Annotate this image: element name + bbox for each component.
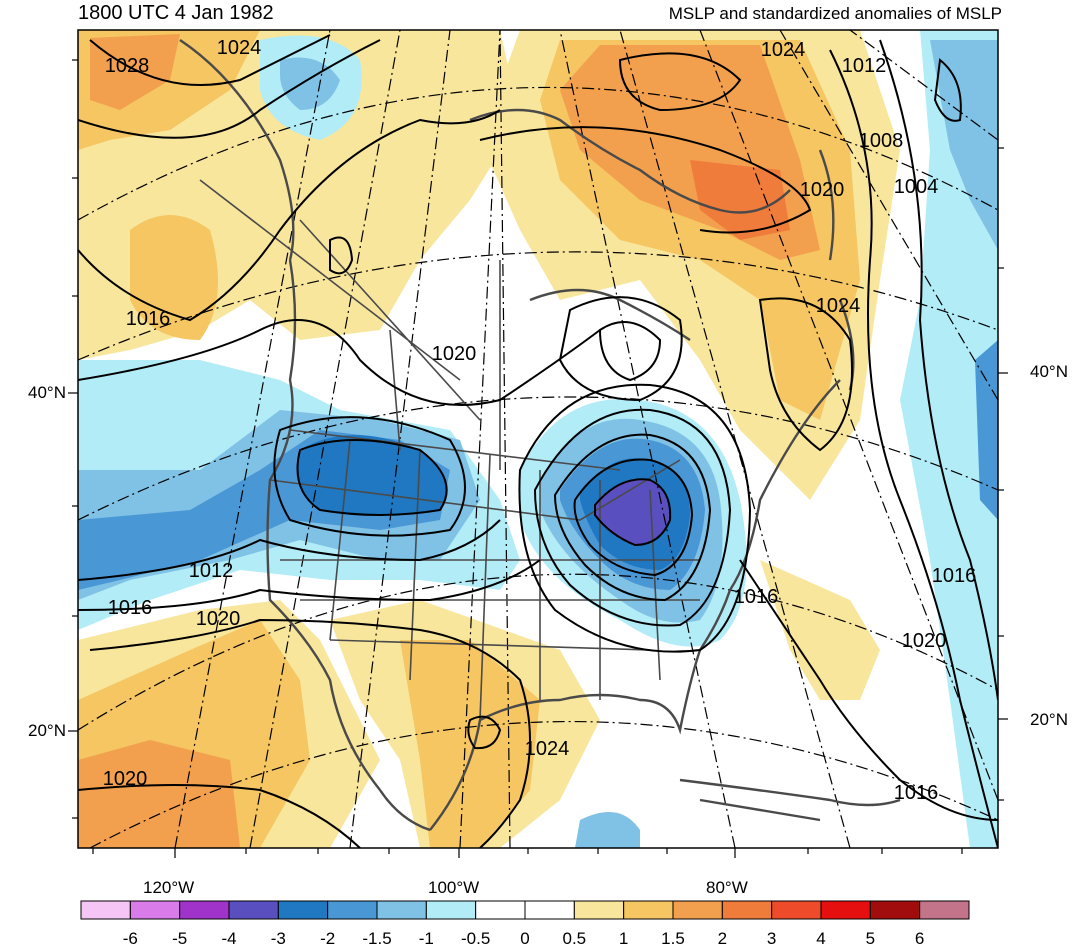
- colorbar-tick-label: 5: [865, 929, 876, 948]
- colorbar-tick-label: 3: [766, 929, 777, 948]
- colorbar-swatch: [327, 900, 378, 920]
- isobar-label: 1008: [859, 130, 904, 152]
- lat-label-20n-right: 20°N: [1030, 710, 1068, 729]
- isobar-label: 1020: [196, 608, 241, 630]
- map-title: 1800 UTC 4 Jan 1982: [78, 2, 274, 24]
- isobar-label: 1004: [894, 176, 939, 198]
- colorbar-swatch: [425, 900, 477, 920]
- colorbar-swatch: [869, 900, 921, 920]
- isobar-label: 1020: [103, 768, 148, 790]
- isobars: [78, 34, 998, 848]
- graticule: [78, 30, 998, 848]
- lat-label-40n-right: 40°N: [1030, 362, 1068, 381]
- isobar-labels: 1028 1024 1024 1012 1008 1004 1020 1024 1016 1020…: [103, 37, 977, 804]
- colorbar-tick-label: 1.5: [661, 929, 685, 948]
- colorbar-tick-label: -5: [172, 929, 188, 948]
- colorbar-swatch: [573, 900, 625, 920]
- isobar-label: 1016: [932, 565, 977, 587]
- isobar-label: 1012: [842, 55, 887, 77]
- colorbar-tick-label: 0: [520, 929, 530, 948]
- isobar-label: 1016: [734, 586, 779, 608]
- isobar-label: 1016: [894, 782, 939, 804]
- lat-label-20n-left: 20°N: [28, 721, 66, 740]
- colorbar-swatch: [179, 900, 230, 920]
- map-subtitle: MSLP and standardized anomalies of MSLP: [668, 4, 1002, 23]
- colorbar-tick-label: -2: [320, 929, 336, 948]
- colorbar-tick-label: -4: [221, 929, 237, 948]
- isobar-label: 1012: [189, 560, 234, 582]
- lon-label-120w: 120°W: [143, 878, 195, 897]
- colorbar-swatch: [80, 900, 131, 920]
- colorbar-tick-label: -1: [418, 929, 434, 948]
- isobar-label: 1024: [761, 39, 806, 61]
- colorbar-swatch: [475, 900, 526, 920]
- colorbar-tick-label: 2: [717, 929, 728, 948]
- colorbar-swatch: [721, 900, 773, 920]
- isobar-label: 1028: [105, 55, 150, 77]
- axis-ticks: [68, 59, 1008, 858]
- isobar-label: 1016: [126, 308, 171, 330]
- isobar-label: 1024: [217, 37, 262, 59]
- colorbar-swatch: [820, 900, 871, 920]
- colorbar-swatch: [376, 900, 427, 920]
- colorbar-swatch: [771, 900, 822, 920]
- isobar-label: 1016: [108, 597, 153, 619]
- colorbar-swatch: [919, 900, 970, 920]
- isobar-label: 1024: [816, 295, 861, 317]
- colorbar-swatch: [524, 900, 575, 920]
- colorbar-swatch: [129, 900, 181, 920]
- isobar-label: 1024: [525, 738, 570, 760]
- colorbar-tick-label: -6: [122, 929, 138, 948]
- lat-label-40n-left: 40°N: [28, 383, 66, 402]
- map-boundaries: [179, 39, 901, 832]
- lon-label-100w: 100°W: [428, 878, 480, 897]
- colorbar-swatch: [672, 900, 723, 920]
- colorbar-tick-label: 0.5: [562, 929, 587, 948]
- colorbar-swatch: [228, 900, 279, 920]
- isobar-label: 1020: [902, 630, 947, 652]
- colorbar-tick-label: -1.5: [362, 929, 392, 948]
- isobar-label: 1020: [800, 179, 845, 201]
- colorbar-swatch: [623, 900, 674, 920]
- colorbar-tick-label: 4: [816, 929, 826, 948]
- colorbar-tick-label: 6: [914, 929, 925, 948]
- map-frame: [77, 29, 999, 849]
- lon-label-80w: 80°W: [706, 878, 748, 897]
- colorbar-swatch: [277, 900, 329, 920]
- colorbar-tick-label: -0.5: [461, 929, 491, 948]
- colorbar-tick-label: -3: [270, 929, 286, 948]
- isobar-label: 1020: [432, 343, 477, 365]
- colorbar-tick-label: 1: [618, 929, 629, 948]
